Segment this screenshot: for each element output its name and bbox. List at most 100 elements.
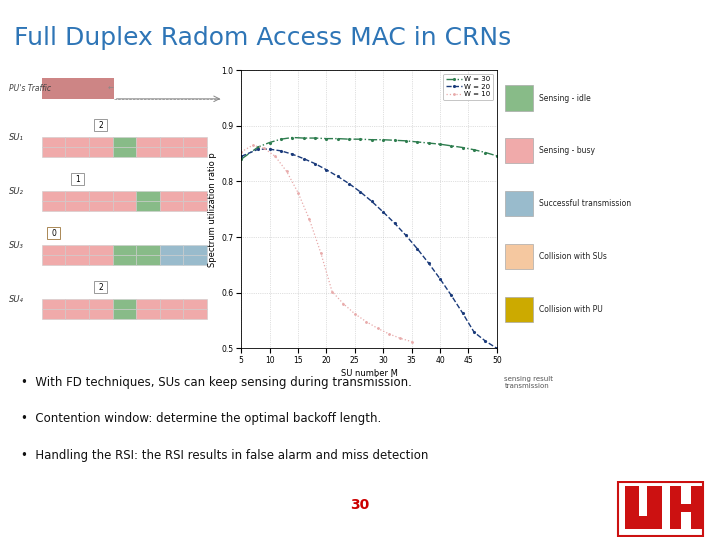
Bar xyxy=(94,119,107,131)
Bar xyxy=(89,201,112,211)
Bar xyxy=(184,300,207,309)
W = 30 xyxy=(311,135,320,141)
W = 10 xyxy=(408,339,416,345)
W = 30 xyxy=(356,136,365,143)
Text: Successful transmission: Successful transmission xyxy=(539,199,631,208)
W = 30 xyxy=(447,143,456,149)
W = 20 xyxy=(276,147,285,154)
W = 20 xyxy=(300,156,308,162)
W = 30 xyxy=(265,139,274,146)
W = 20 xyxy=(237,153,246,160)
Bar xyxy=(42,147,66,157)
Bar xyxy=(42,255,66,265)
W = 20 xyxy=(254,146,263,152)
Bar xyxy=(670,504,703,512)
W = 10 xyxy=(237,148,246,155)
Text: 2: 2 xyxy=(99,120,103,130)
Bar xyxy=(691,486,703,529)
Bar xyxy=(112,191,136,201)
W = 20 xyxy=(345,180,354,187)
W = 10 xyxy=(351,310,359,317)
Bar xyxy=(94,281,107,293)
W = 20 xyxy=(265,146,274,152)
W = 30 xyxy=(469,146,478,153)
Legend: W = 30, W = 20, W = 10: W = 30, W = 20, W = 10 xyxy=(444,73,493,100)
Bar xyxy=(89,309,112,319)
Bar xyxy=(42,137,66,147)
W = 10 xyxy=(316,249,325,256)
W = 30 xyxy=(288,134,297,141)
Text: 30: 30 xyxy=(351,498,369,512)
Line: W = 30: W = 30 xyxy=(240,136,498,161)
Bar xyxy=(505,297,533,322)
Bar xyxy=(505,244,533,269)
Bar xyxy=(112,255,136,265)
Bar xyxy=(112,201,136,211)
Bar xyxy=(184,245,207,255)
Bar xyxy=(42,245,66,255)
Bar xyxy=(89,147,112,157)
Text: Collision with PU: Collision with PU xyxy=(539,305,603,314)
W = 20 xyxy=(402,232,410,239)
Bar xyxy=(625,486,639,517)
Text: sensing result
transmission: sensing result transmission xyxy=(505,376,554,389)
Text: SU₁: SU₁ xyxy=(9,133,24,142)
Text: 0: 0 xyxy=(51,228,56,238)
Bar xyxy=(184,191,207,201)
W = 30 xyxy=(402,138,410,144)
Text: •  Contention window: determine the optimal backoff length.: • Contention window: determine the optim… xyxy=(21,412,382,425)
W = 20 xyxy=(436,275,444,282)
Bar xyxy=(42,191,66,201)
W = 20 xyxy=(447,292,456,299)
Bar xyxy=(670,486,681,529)
W = 20 xyxy=(356,189,365,195)
Text: SU₂: SU₂ xyxy=(9,187,24,196)
Bar xyxy=(48,227,60,239)
W = 30 xyxy=(276,136,285,143)
Bar xyxy=(66,300,89,309)
Bar xyxy=(160,309,184,319)
Bar xyxy=(66,309,89,319)
W = 30 xyxy=(345,136,354,143)
Bar xyxy=(184,147,207,157)
W = 10 xyxy=(260,145,269,151)
Text: •  Handling the RSI: the RSI results in false alarm and miss detection: • Handling the RSI: the RSI results in f… xyxy=(21,449,428,462)
Bar xyxy=(184,137,207,147)
Text: 2: 2 xyxy=(99,283,103,292)
W = 30 xyxy=(367,137,376,143)
Bar xyxy=(66,245,89,255)
Bar xyxy=(184,309,207,319)
Bar xyxy=(160,137,184,147)
Bar xyxy=(136,147,160,157)
W = 10 xyxy=(328,288,336,295)
Y-axis label: Spectrum utilization ratio p: Spectrum utilization ratio p xyxy=(208,152,217,267)
W = 20 xyxy=(288,151,297,158)
W = 30 xyxy=(390,137,399,144)
Bar xyxy=(505,191,533,216)
Bar xyxy=(89,255,112,265)
W = 30 xyxy=(481,149,490,156)
W = 20 xyxy=(390,220,399,226)
Bar xyxy=(136,245,160,255)
W = 10 xyxy=(384,330,393,337)
W = 10 xyxy=(362,319,371,325)
Text: Sensing - idle: Sensing - idle xyxy=(539,93,591,103)
W = 10 xyxy=(294,190,302,196)
W = 20 xyxy=(469,329,478,335)
Bar xyxy=(136,300,160,309)
W = 10 xyxy=(373,325,382,332)
W = 20 xyxy=(481,338,490,345)
Text: 1: 1 xyxy=(75,174,79,184)
W = 10 xyxy=(339,301,348,307)
Text: Sensing - busy: Sensing - busy xyxy=(539,146,595,156)
Bar xyxy=(136,137,160,147)
Bar xyxy=(42,201,66,211)
Bar xyxy=(66,137,89,147)
W = 20 xyxy=(367,198,376,205)
Bar xyxy=(160,201,184,211)
Bar xyxy=(89,300,112,309)
Bar xyxy=(136,255,160,265)
W = 20 xyxy=(413,246,422,252)
W = 30 xyxy=(492,153,501,159)
Bar xyxy=(42,309,66,319)
